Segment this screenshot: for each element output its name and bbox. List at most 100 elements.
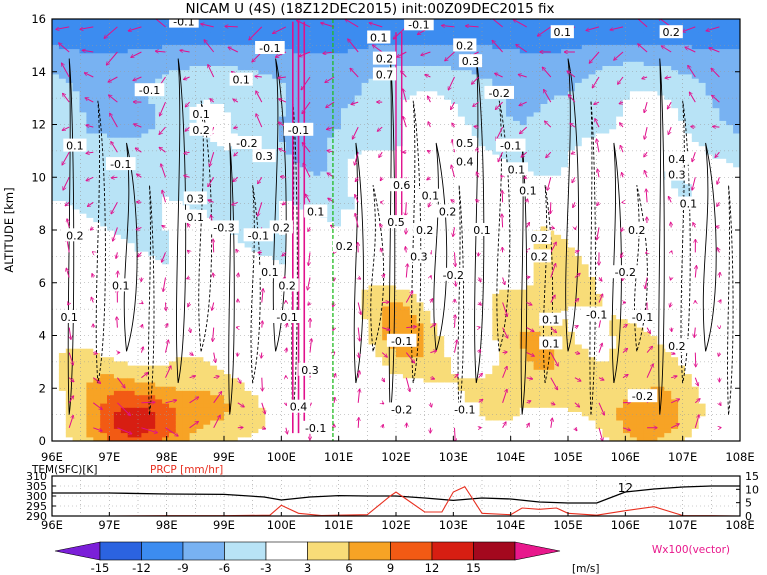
- field-cell: [375, 86, 383, 92]
- field-cell: [292, 360, 301, 366]
- field-cell: [230, 162, 239, 168]
- field-cell: [285, 35, 294, 41]
- field-cell: [347, 40, 356, 45]
- field-cell: [79, 343, 87, 349]
- field-cell: [306, 175, 315, 180]
- field-cell: [292, 213, 301, 218]
- field-cell: [134, 373, 143, 379]
- field-cell: [251, 69, 259, 75]
- field-cell: [79, 415, 87, 421]
- field-cell: [58, 251, 67, 256]
- field-cell: [224, 99, 232, 104]
- field-cell: [189, 90, 198, 96]
- field-cell: [265, 196, 273, 201]
- field-cell: [107, 398, 115, 404]
- field-cell: [224, 183, 232, 189]
- field-cell: [79, 314, 87, 320]
- field-cell: [217, 348, 225, 353]
- field-cell: [217, 369, 225, 375]
- field-cell: [58, 238, 67, 244]
- field-cell: [251, 272, 259, 277]
- field-cell: [52, 40, 60, 45]
- field-cell: [120, 149, 129, 155]
- field-cell: [217, 356, 225, 362]
- field-cell: [148, 352, 156, 358]
- field-cell: [354, 343, 363, 349]
- field-cell: [244, 394, 253, 400]
- field-cell: [251, 415, 259, 421]
- field-cell: [224, 356, 232, 362]
- field-cell: [285, 154, 294, 159]
- field-cell: [120, 187, 129, 193]
- field-cell: [79, 217, 87, 223]
- field-cell: [299, 65, 308, 71]
- field-cell: [258, 35, 266, 41]
- field-cell: [251, 61, 259, 66]
- field-cell: [86, 116, 94, 121]
- field-cell: [292, 73, 301, 79]
- field-cell: [244, 432, 253, 438]
- field-cell: [292, 343, 301, 349]
- field-cell: [341, 348, 349, 353]
- field-cell: [65, 365, 74, 370]
- field-cell: [327, 78, 335, 83]
- field-cell: [306, 23, 315, 28]
- field-cell: [306, 284, 315, 290]
- field-cell: [320, 187, 328, 193]
- field-cell: [279, 27, 287, 33]
- field-cell: [292, 82, 301, 88]
- field-cell: [389, 44, 397, 50]
- field-cell: [389, 234, 397, 239]
- field-cell: [361, 82, 370, 88]
- field-cell: [203, 293, 211, 299]
- field-cell: [100, 301, 108, 307]
- field-cell: [313, 19, 321, 24]
- field-cell: [203, 398, 211, 404]
- field-cell: [141, 162, 149, 168]
- field-cell: [169, 82, 177, 88]
- field-cell: [237, 348, 246, 353]
- field-cell: [155, 386, 163, 391]
- field-cell: [299, 322, 308, 328]
- field-cell: [155, 377, 163, 383]
- field-cell: [382, 259, 390, 265]
- field-cell: [217, 310, 225, 315]
- field-cell: [58, 213, 67, 218]
- field-cell: [113, 65, 122, 71]
- field-cell: [196, 57, 204, 62]
- field-cell: [230, 57, 239, 62]
- field-cell: [196, 301, 204, 307]
- field-cell: [162, 78, 170, 83]
- field-cell: [334, 259, 342, 265]
- field-cell: [86, 335, 94, 341]
- field-cell: [210, 99, 218, 104]
- field-cell: [224, 217, 232, 223]
- field-cell: [313, 183, 321, 189]
- field-cell: [217, 284, 225, 290]
- field-cell: [196, 120, 204, 126]
- field-cell: [237, 238, 246, 244]
- field-cell: [155, 149, 163, 155]
- field-cell: [368, 217, 376, 223]
- field-cell: [285, 19, 294, 24]
- field-cell: [79, 99, 87, 104]
- field-cell: [313, 348, 321, 353]
- field-cell: [52, 145, 60, 151]
- field-cell: [347, 318, 356, 324]
- field-cell: [169, 90, 177, 96]
- field-cell: [169, 293, 177, 299]
- field-cell: [341, 411, 349, 417]
- field-cell: [210, 284, 218, 290]
- field-cell: [120, 234, 129, 239]
- field-cell: [341, 331, 349, 337]
- field-cell: [375, 230, 383, 235]
- field-cell: [113, 44, 122, 50]
- field-cell: [292, 432, 301, 438]
- field-cell: [134, 95, 143, 100]
- field-cell: [141, 268, 149, 273]
- field-cell: [361, 234, 370, 239]
- field-cell: [347, 200, 356, 206]
- field-cell: [382, 246, 390, 252]
- field-cell: [162, 124, 170, 130]
- field-cell: [313, 78, 321, 83]
